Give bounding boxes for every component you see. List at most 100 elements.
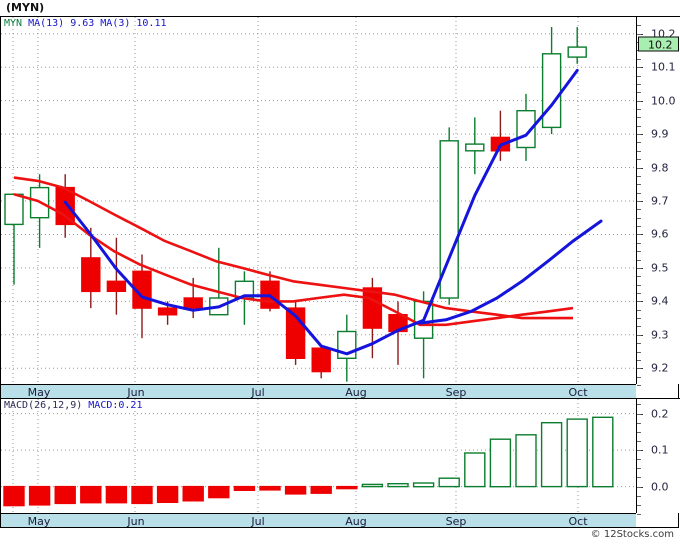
price-axis: 10.2 10.1 10.0 9.9 9.8 9.7 9.6 9.5 9.4 9.3 9.2 10.2 bbox=[636, 16, 680, 386]
price-minor-tick bbox=[637, 385, 641, 386]
macd-minor-tick bbox=[637, 486, 641, 488]
macd-legend: MACD(26,12,9) MACD:0.21 bbox=[4, 400, 148, 411]
price-tick-label: 10.1 bbox=[651, 60, 676, 74]
price-minor-tick bbox=[637, 334, 641, 336]
legend-ma3-label: MA(3) bbox=[100, 18, 131, 29]
macd-minor-tick bbox=[637, 495, 641, 497]
macd-minor-tick bbox=[637, 431, 641, 433]
price-minor-tick bbox=[637, 343, 641, 345]
price-minor-tick bbox=[637, 351, 641, 353]
legend-ma3-value: 10.11 bbox=[136, 18, 167, 29]
price-minor-tick bbox=[637, 67, 641, 69]
month-label: Sep bbox=[445, 386, 467, 399]
macd-tick-label: 0.0 bbox=[651, 480, 669, 494]
price-minor-tick bbox=[637, 134, 641, 136]
macd-tick-label: 0.2 bbox=[651, 407, 669, 421]
legend-ma13-label: MA(13) bbox=[28, 18, 65, 29]
macd-axis: 0.2 0.1 0.0 bbox=[636, 398, 680, 515]
price-minor-tick bbox=[637, 83, 641, 85]
price-tick-label: 10.0 bbox=[651, 94, 676, 108]
price-chart-pane[interactable] bbox=[0, 16, 636, 384]
legend-symbol: MYN bbox=[4, 18, 23, 29]
month-label: Oct bbox=[568, 386, 588, 399]
price-minor-tick bbox=[637, 326, 641, 328]
legend-ma13-value: 9.63 bbox=[70, 18, 95, 29]
macd-histogram-plot bbox=[1, 399, 636, 513]
price-minor-tick bbox=[637, 242, 641, 244]
price-minor-tick bbox=[637, 117, 641, 119]
month-label: Jul bbox=[251, 515, 265, 528]
macd-minor-tick bbox=[637, 413, 641, 415]
price-minor-tick bbox=[637, 175, 641, 177]
price-minor-tick bbox=[637, 100, 641, 102]
macd-legend-value: MACD:0.21 bbox=[88, 400, 143, 411]
price-tick-label: 9.8 bbox=[651, 161, 669, 175]
month-label: Aug bbox=[345, 515, 367, 528]
price-minor-tick bbox=[637, 234, 641, 236]
price-minor-tick bbox=[637, 92, 641, 94]
price-minor-tick bbox=[637, 276, 641, 278]
macd-minor-tick bbox=[637, 459, 641, 461]
price-minor-tick bbox=[637, 359, 641, 361]
month-label: Aug bbox=[345, 386, 367, 399]
macd-minor-tick bbox=[637, 477, 641, 479]
month-label: Sep bbox=[445, 515, 467, 528]
month-label: Jun bbox=[127, 515, 145, 528]
price-minor-tick bbox=[637, 184, 641, 186]
macd-minor-tick bbox=[637, 404, 641, 406]
price-tick-label: 9.5 bbox=[651, 261, 669, 275]
price-minor-tick bbox=[637, 217, 641, 219]
macd-minor-tick bbox=[637, 450, 641, 452]
price-minor-tick bbox=[637, 125, 641, 127]
price-minor-tick bbox=[637, 284, 641, 286]
price-minor-tick bbox=[637, 25, 641, 27]
macd-minor-tick bbox=[637, 468, 641, 470]
price-tick-label: 9.9 bbox=[651, 127, 669, 141]
macd-tick-label: 0.1 bbox=[651, 443, 669, 457]
month-label: May bbox=[27, 515, 51, 528]
macd-date-axis: May Jun Jul Aug Sep Oct bbox=[0, 513, 636, 528]
footer-credit: © 12Stocks.com bbox=[590, 529, 674, 540]
price-minor-tick bbox=[637, 75, 641, 77]
macd-minor-tick bbox=[637, 440, 641, 442]
month-label: Jul bbox=[251, 386, 265, 399]
price-minor-tick bbox=[637, 33, 641, 35]
macd-minor-tick bbox=[637, 422, 641, 424]
price-minor-tick bbox=[637, 192, 641, 194]
price-date-axis: May Jun Jul Aug Sep Oct bbox=[0, 384, 636, 399]
month-label: May bbox=[27, 386, 51, 399]
price-minor-tick bbox=[637, 251, 641, 253]
price-minor-tick bbox=[637, 267, 641, 269]
price-minor-tick bbox=[637, 301, 641, 303]
macd-minor-tick bbox=[637, 514, 641, 515]
page-title: (MYN) bbox=[6, 1, 45, 14]
price-tick-label: 9.7 bbox=[651, 194, 669, 208]
price-minor-tick bbox=[637, 58, 641, 60]
last-price-badge: 10.2 bbox=[638, 36, 679, 52]
price-candlestick-plot bbox=[1, 17, 636, 384]
price-minor-tick bbox=[637, 368, 641, 370]
price-legend: MYN MA(13) 9.63 MA(3) 10.11 bbox=[4, 18, 173, 29]
price-minor-tick bbox=[637, 209, 641, 211]
price-minor-tick bbox=[637, 150, 641, 152]
price-tick-label: 9.3 bbox=[651, 328, 669, 342]
price-minor-tick bbox=[637, 259, 641, 261]
price-minor-tick bbox=[637, 309, 641, 311]
price-minor-tick bbox=[637, 226, 641, 228]
price-minor-tick bbox=[637, 142, 641, 144]
macd-chart-pane[interactable] bbox=[0, 398, 636, 513]
price-minor-tick bbox=[637, 159, 641, 161]
price-minor-tick bbox=[637, 376, 641, 378]
price-minor-tick bbox=[637, 201, 641, 202]
price-minor-tick bbox=[637, 293, 641, 294]
month-label: Jun bbox=[127, 386, 145, 399]
macd-legend-label: MACD(26,12,9) bbox=[4, 400, 83, 411]
month-label: Oct bbox=[568, 515, 588, 528]
price-minor-tick bbox=[637, 109, 641, 110]
price-minor-tick bbox=[637, 167, 641, 169]
price-tick-label: 9.2 bbox=[651, 361, 669, 375]
price-tick-label: 9.4 bbox=[651, 294, 669, 308]
macd-minor-tick bbox=[637, 504, 641, 506]
price-minor-tick bbox=[637, 318, 641, 320]
